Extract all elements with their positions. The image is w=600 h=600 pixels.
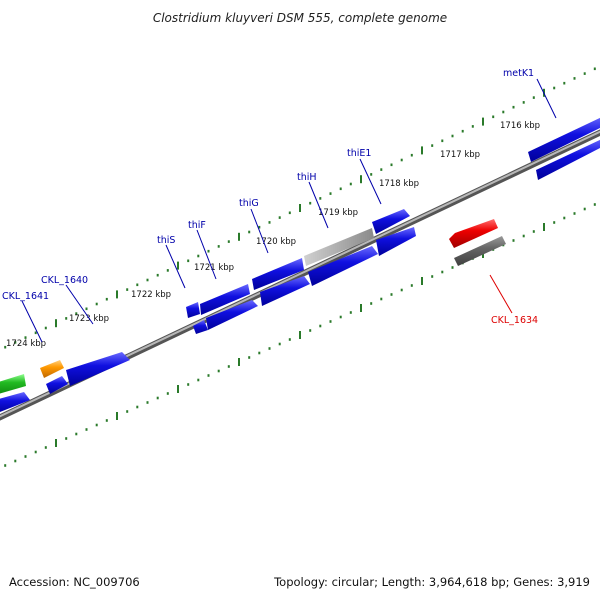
- gene-thiE1[interactable]: [372, 209, 410, 234]
- scale-label-1716: 1716 kbp: [500, 121, 540, 131]
- gene-rev-d[interactable]: [206, 300, 258, 330]
- gene-thiH-fwd[interactable]: [304, 228, 374, 266]
- scale-track-top: [4, 67, 596, 349]
- gene-rev-b[interactable]: [308, 246, 378, 286]
- label-thiG[interactable]: thiG: [239, 198, 259, 209]
- gene-rev-h[interactable]: [0, 392, 30, 414]
- gene-rev-g[interactable]: [46, 376, 68, 394]
- scale-label-1720: 1720 kbp: [256, 237, 296, 247]
- scale-label-1718: 1718 kbp: [379, 179, 419, 189]
- gene-rev-c[interactable]: [260, 276, 310, 306]
- accession-text: Accession: NC_009706: [9, 575, 140, 589]
- label-CKL_1634[interactable]: CKL_1634: [491, 315, 538, 326]
- label-CKL_1640[interactable]: CKL_1640: [41, 275, 88, 286]
- gene-rev-a[interactable]: [376, 227, 416, 256]
- gene-rev-e[interactable]: [193, 320, 208, 334]
- highlight-genes: [449, 219, 506, 266]
- gene-CKL_1634-shadow[interactable]: [454, 236, 506, 266]
- gene-thiS-fwd[interactable]: [186, 302, 200, 318]
- reverse-strand-genes: [0, 138, 600, 414]
- scale-label-1722: 1722 kbp: [131, 290, 171, 300]
- forward-strand-genes: [0, 116, 600, 395]
- scale-label-1717: 1717 kbp: [440, 150, 480, 160]
- gene-CKL_1640[interactable]: [40, 360, 64, 378]
- label-thiE1[interactable]: thiE1: [347, 148, 371, 159]
- genome-title: Clostridium kluyveri DSM 555, complete g…: [153, 11, 447, 25]
- gene-CKL_1641[interactable]: [0, 374, 26, 395]
- label-leaders: [21, 78, 557, 343]
- label-thiH[interactable]: thiH: [297, 172, 317, 183]
- gene-thiG-fwd[interactable]: [252, 258, 304, 290]
- genome-summary-text: Topology: circular; Length: 3,964,618 bp…: [273, 575, 590, 589]
- label-thiS[interactable]: thiS: [157, 235, 175, 246]
- gene-rev-f[interactable]: [66, 352, 130, 386]
- scale-track-bottom: [4, 203, 596, 467]
- label-thiF[interactable]: thiF: [188, 220, 206, 231]
- scale-label-1721: 1721 kbp: [194, 263, 234, 273]
- gene-metK1[interactable]: [528, 116, 600, 162]
- gene-CKL_1634[interactable]: [449, 219, 498, 248]
- gene-thiF-fwd[interactable]: [200, 284, 250, 315]
- scale-label-1724: 1724 kbp: [6, 339, 46, 349]
- label-metK1[interactable]: metK1: [503, 68, 534, 79]
- gene-metK1-rev[interactable]: [536, 138, 600, 180]
- label-CKL_1641[interactable]: CKL_1641: [2, 291, 49, 302]
- scale-label-1719: 1719 kbp: [318, 208, 358, 218]
